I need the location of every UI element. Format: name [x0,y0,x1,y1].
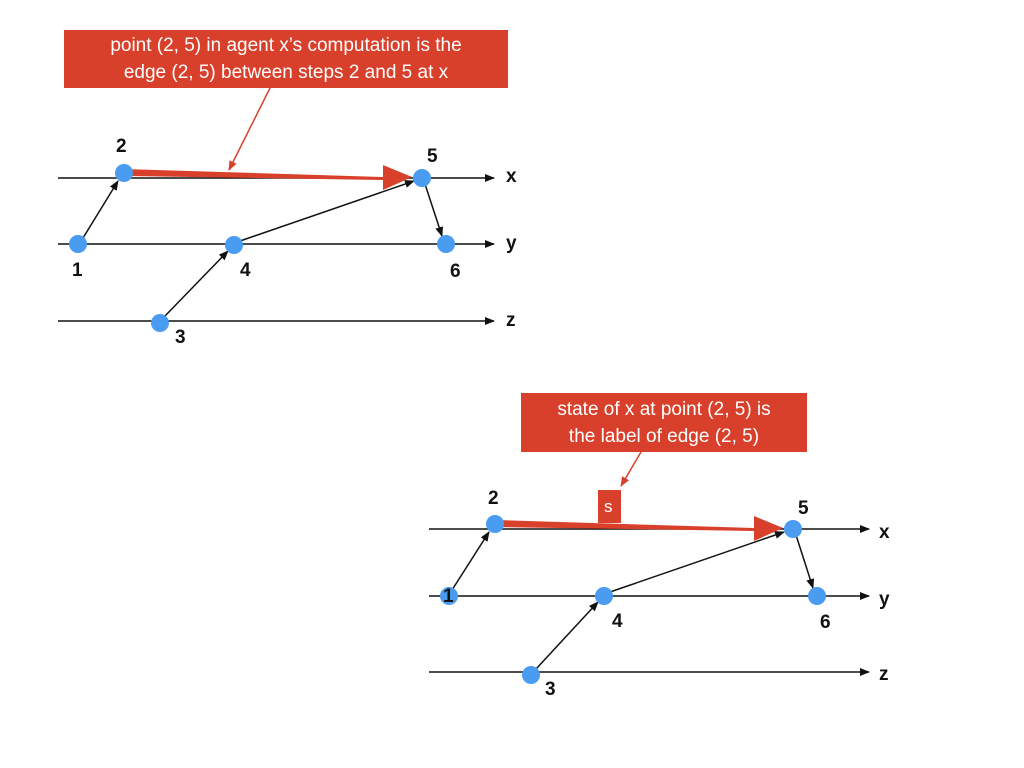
node-label-1: 1 [443,586,454,607]
line-label-y: y [506,233,517,254]
edge-4-5 [239,180,415,242]
node-1 [440,587,458,605]
line-label-x: x [879,522,890,543]
node-label-2: 2 [116,136,127,157]
node-2 [115,164,133,182]
node-label-2: 2 [488,488,499,509]
node-label-3: 3 [175,327,186,348]
node-label-6: 6 [820,612,831,633]
node-label-5: 5 [798,498,809,519]
diagram-bottom: s 1 2 3 4 5 6 x y z [429,451,890,700]
node-6 [808,587,826,605]
edge-label-s: s [604,497,613,516]
node-5 [784,520,802,538]
node-4 [595,587,613,605]
highlighted-edge-2-5 [495,516,783,541]
line-label-z: z [506,310,516,331]
callout-bottom: state of x at point (2, 5) is the label … [521,393,807,452]
edge-label-tag [598,490,621,523]
callout-top-line1: point (2, 5) in agent x’s computation is… [110,35,462,56]
node-2 [486,515,504,533]
callout-top: point (2, 5) in agent x’s computation is… [64,30,508,88]
node-6 [437,235,455,253]
node-label-6: 6 [450,261,461,282]
edge-1-2 [82,180,119,239]
node-3 [151,314,169,332]
edge-1-2 [451,531,490,591]
node-label-4: 4 [612,611,623,632]
callout-top-line2: edge (2, 5) between steps 2 and 5 at x [123,62,449,83]
node-3 [522,666,540,684]
node-label-1: 1 [72,260,83,281]
callout-bottom-pointer [620,451,642,487]
node-4 [225,236,243,254]
node-1 [69,235,87,253]
diagram-top: 1 2 3 4 5 6 x y z [58,87,517,348]
node-label-4: 4 [240,260,251,281]
edge-3-4 [535,601,599,670]
line-label-y: y [879,589,890,610]
node-label-3: 3 [545,679,556,700]
edge-5-6 [424,183,444,237]
edge-4-5 [609,531,785,593]
callout-top-pointer [228,87,271,171]
callout-bottom-line1: state of x at point (2, 5) is [557,398,771,420]
callout-bottom-line2: the label of edge (2, 5) [568,425,760,447]
line-label-z: z [879,664,889,685]
highlighted-edge-2-5 [124,165,412,190]
node-label-5: 5 [427,146,438,167]
line-label-x: x [506,166,517,187]
edge-5-6 [795,534,815,589]
edge-3-4 [164,250,229,317]
node-5 [413,169,431,187]
